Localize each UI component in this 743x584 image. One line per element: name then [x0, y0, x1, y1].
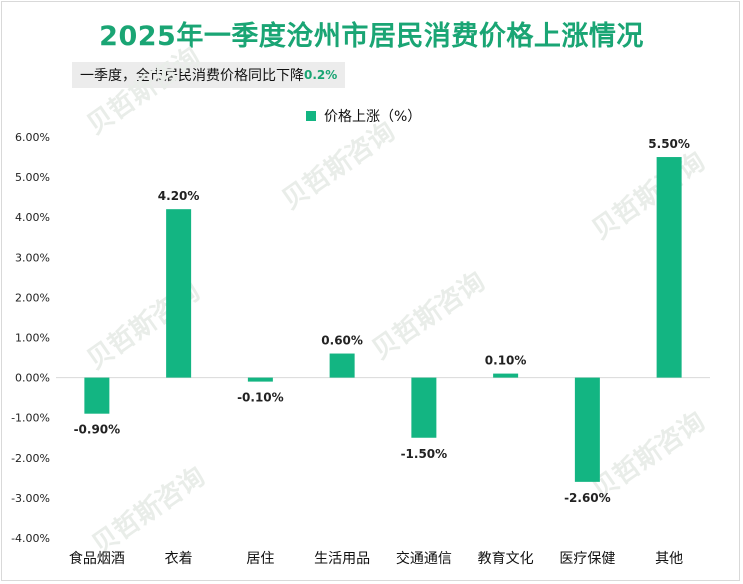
- x-category-label: 居住: [246, 551, 274, 567]
- y-tick-label: -2.00%: [11, 452, 50, 465]
- data-label: -0.90%: [74, 423, 121, 437]
- watermark-logo: 贝哲斯咨询: [86, 461, 210, 561]
- y-tick-label: 0.00%: [15, 372, 50, 385]
- bars-group: [84, 157, 682, 482]
- data-label: -2.60%: [564, 491, 611, 505]
- data-label: -1.50%: [401, 447, 448, 461]
- x-category-label: 生活用品: [314, 551, 370, 567]
- data-label: 0.10%: [485, 354, 527, 368]
- data-label: -0.10%: [237, 391, 284, 405]
- watermark-logo: 贝哲斯咨询: [81, 41, 205, 141]
- data-label: 4.20%: [158, 189, 200, 203]
- bar: [84, 377, 110, 414]
- legend: 价格上涨（%）: [306, 106, 421, 126]
- bar: [166, 209, 192, 378]
- x-category-label: 食品烟酒: [69, 550, 125, 567]
- watermark-logo: 贝哲斯咨询: [276, 116, 400, 216]
- bar: [329, 353, 355, 378]
- data-label: 5.50%: [648, 137, 690, 151]
- y-tick-label: -1.00%: [11, 412, 50, 425]
- y-tick-label: 5.00%: [15, 171, 50, 184]
- y-tick-label: 6.00%: [15, 131, 50, 144]
- x-category-label: 其他: [655, 551, 683, 567]
- chart-title: 2025年一季度沧州市居民消费价格上涨情况: [99, 21, 644, 52]
- bar: [493, 373, 519, 378]
- watermark-logo: 贝哲斯咨询: [366, 266, 490, 366]
- legend-swatch: [306, 111, 316, 121]
- bar: [247, 377, 273, 382]
- legend-label: 价格上涨（%）: [324, 109, 422, 125]
- y-tick-label: 1.00%: [15, 332, 50, 345]
- bar: [574, 377, 600, 482]
- subtitle-value: 0.2%: [304, 68, 338, 82]
- y-axis: 6.00% 5.00% 4.00% 3.00% 2.00% 1.00% 0.00% -1.00…: [11, 131, 50, 545]
- y-tick-label: 2.00%: [15, 291, 50, 304]
- data-label: 0.60%: [321, 334, 363, 348]
- y-tick-label: -3.00%: [11, 492, 50, 505]
- x-category-label: 教育文化: [478, 551, 534, 567]
- data-labels-group: -0.90% 4.20% -0.10% 0.60% -1.50% 0.10% -2.60% 5…: [74, 137, 690, 505]
- x-category-label: 衣着: [165, 551, 193, 567]
- y-tick-label: 3.00%: [15, 251, 50, 264]
- bar: [411, 377, 437, 438]
- subtitle-box: 一季度，全市居民消费价格同比下降 0.2%: [72, 62, 346, 88]
- watermark-logo: 贝哲斯咨询: [586, 146, 710, 246]
- y-tick-label: -4.00%: [11, 532, 50, 545]
- bar: [656, 157, 682, 378]
- x-category-label: 医疗保健: [559, 551, 615, 567]
- subtitle-text: 一季度，全市居民消费价格同比下降: [80, 68, 304, 84]
- y-tick-label: 4.00%: [15, 211, 50, 224]
- x-category-label: 交通通信: [396, 550, 452, 567]
- x-axis: 食品烟酒 衣着 居住 生活用品 交通通信 教育文化 医疗保健 其他: [69, 550, 683, 567]
